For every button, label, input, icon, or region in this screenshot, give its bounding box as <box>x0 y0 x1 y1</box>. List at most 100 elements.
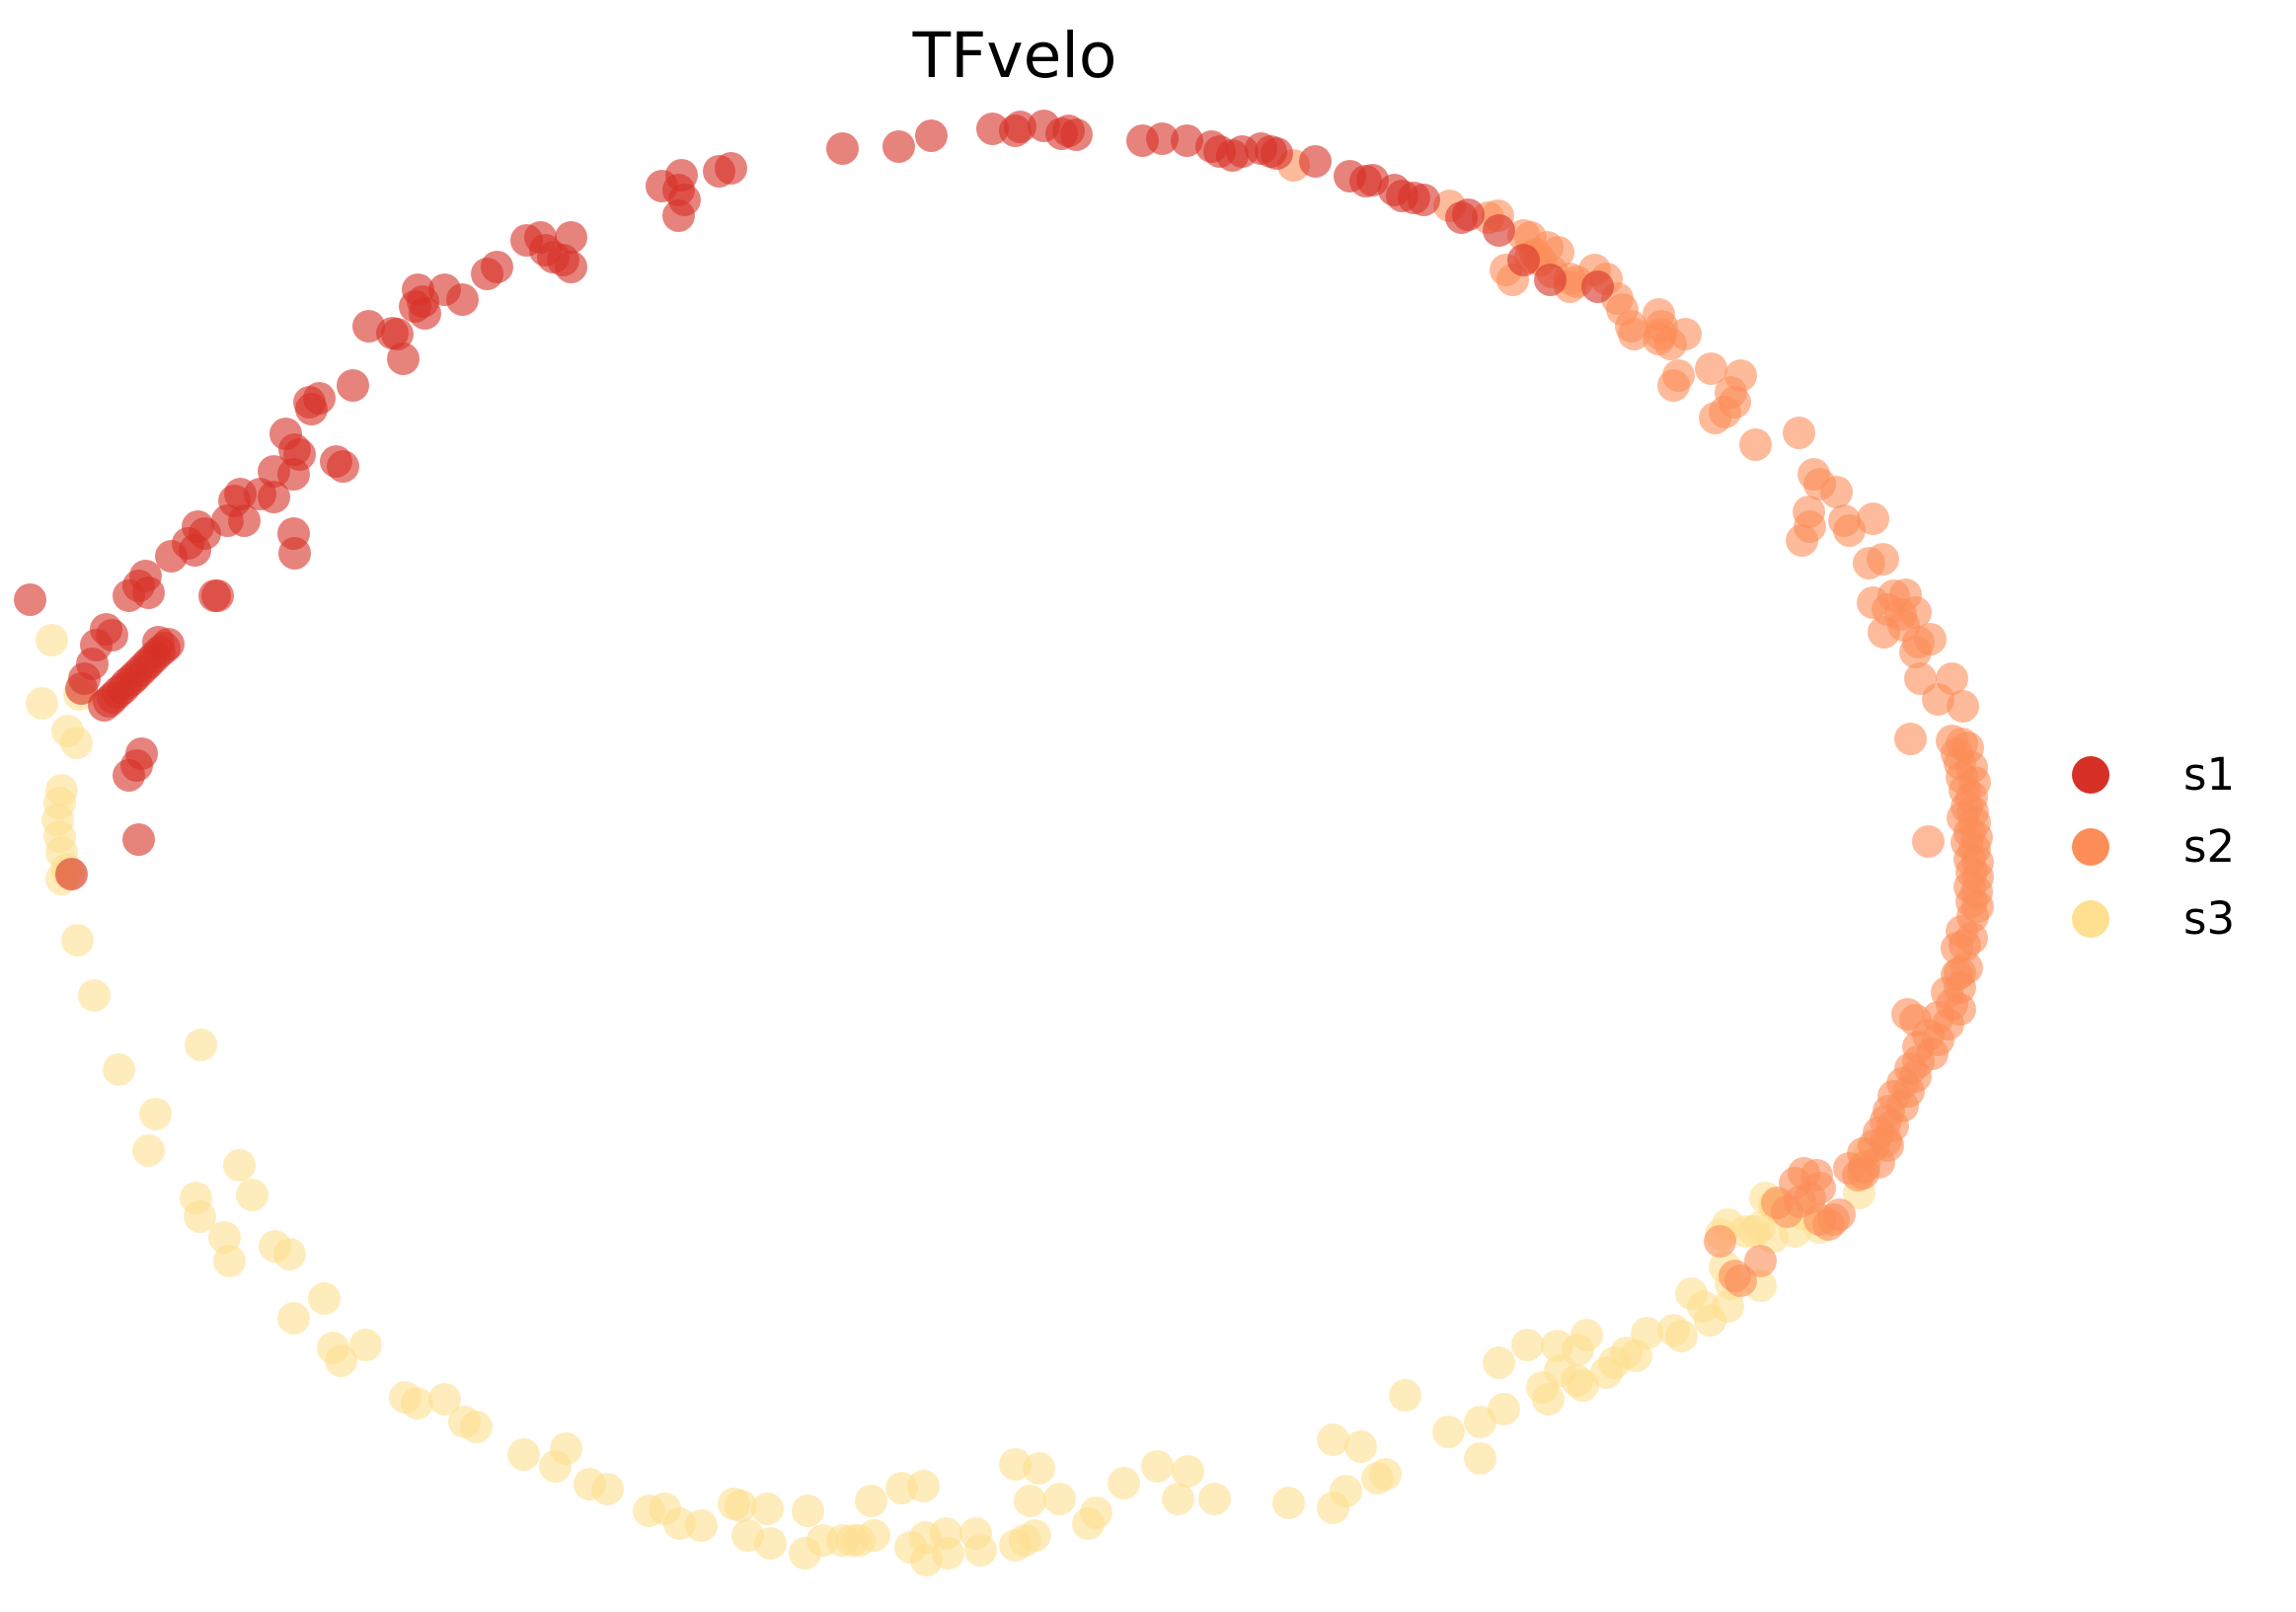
data-point-s1 <box>154 539 188 573</box>
data-point-s1 <box>375 316 409 349</box>
data-point-s3 <box>459 1410 493 1443</box>
data-point-s3 <box>42 819 76 853</box>
data-point-s1 <box>110 666 143 700</box>
data-point-s3 <box>324 1343 357 1377</box>
data-point-s3 <box>998 1447 1032 1481</box>
data-point-s1 <box>664 158 698 192</box>
data-point-s3 <box>40 803 74 836</box>
data-point-s3 <box>1140 1449 1174 1483</box>
data-point-s2 <box>1523 243 1557 276</box>
data-point-s2 <box>1811 1207 1845 1241</box>
legend-marker-s1 <box>2072 756 2109 794</box>
data-point-s2 <box>1770 1194 1803 1228</box>
data-point-s2 <box>1943 746 1976 780</box>
data-point-s1 <box>112 758 145 792</box>
data-point-s1 <box>294 392 328 425</box>
data-point-s2 <box>1661 358 1695 392</box>
data-point-s1 <box>351 309 385 343</box>
data-point-s3 <box>52 857 86 890</box>
data-point-s3 <box>1755 1220 1789 1254</box>
data-point-s3 <box>1802 1210 1836 1244</box>
data-point-s2 <box>1553 269 1586 303</box>
data-point-s1 <box>975 112 1009 145</box>
data-point-s2 <box>1589 262 1623 295</box>
data-point-s2 <box>1783 1185 1816 1218</box>
data-point-s2 <box>1642 297 1675 331</box>
data-point-s1 <box>67 661 101 695</box>
data-point-s1 <box>64 671 98 705</box>
data-point-s2 <box>1869 1123 1902 1157</box>
data-point-s2 <box>1898 635 1932 668</box>
legend-label-s1: s1 <box>2183 748 2236 801</box>
data-point-s1 <box>257 480 290 513</box>
data-point-s3 <box>1757 1188 1791 1221</box>
data-point-s3 <box>1589 1355 1623 1389</box>
data-point-s3 <box>1664 1319 1698 1352</box>
data-point-s3 <box>854 1484 887 1517</box>
data-point-s2 <box>1793 509 1826 543</box>
data-point-s2 <box>1799 1158 1833 1191</box>
data-point-s2 <box>1921 1000 1954 1034</box>
data-point-s1 <box>75 647 109 680</box>
data-point-s1 <box>302 381 336 415</box>
data-point-s3 <box>102 1052 135 1086</box>
data-point-s1 <box>268 417 302 450</box>
data-point-s2 <box>1708 395 1741 428</box>
data-point-s1 <box>276 457 310 491</box>
data-point-s3 <box>316 1331 349 1364</box>
data-point-s2 <box>1553 262 1586 295</box>
data-point-s2 <box>1797 457 1830 491</box>
data-point-s3 <box>857 1518 890 1552</box>
data-point-s3 <box>750 1492 784 1525</box>
data-point-s2 <box>1883 597 1917 631</box>
data-point-s1 <box>536 240 570 273</box>
data-point-s2 <box>1530 230 1564 264</box>
data-point-s3 <box>1686 1289 1720 1323</box>
data-point-s2 <box>1846 1156 1879 1190</box>
data-point-s1 <box>92 684 125 718</box>
data-point-s3 <box>931 1536 964 1570</box>
data-point-s3 <box>62 677 96 711</box>
data-point-s3 <box>538 1449 572 1483</box>
data-point-s1 <box>326 449 359 483</box>
data-point-s1 <box>1059 117 1093 151</box>
data-point-s3 <box>207 1220 241 1254</box>
data-point-s3 <box>1711 1207 1744 1241</box>
data-point-s3 <box>1630 1316 1663 1349</box>
data-point-s3 <box>909 1543 943 1576</box>
data-point-s1 <box>1225 134 1259 168</box>
data-point-s3 <box>1316 1422 1349 1456</box>
data-point-s1 <box>1397 181 1430 214</box>
data-point-s3 <box>35 623 68 656</box>
data-point-s3 <box>1560 1363 1593 1397</box>
data-point-s2 <box>1852 546 1885 579</box>
data-point-s3 <box>662 1506 696 1540</box>
data-point-s3 <box>1171 1454 1204 1488</box>
data-point-s2 <box>1471 200 1504 234</box>
data-point-s2 <box>1778 1166 1811 1199</box>
data-point-s2 <box>1832 513 1866 547</box>
data-point-s1 <box>87 688 120 722</box>
data-point-s3 <box>138 1097 172 1130</box>
data-point-s1 <box>142 635 176 668</box>
data-point-s2 <box>1871 1128 1904 1162</box>
data-point-s2 <box>1718 1259 1751 1292</box>
data-point-s3 <box>632 1494 665 1527</box>
data-point-s3 <box>60 923 94 957</box>
data-point-s1 <box>1215 138 1249 172</box>
data-point-s2 <box>1738 427 1772 461</box>
data-point-s1 <box>115 662 148 696</box>
data-point-s2 <box>1481 198 1514 232</box>
data-point-s3 <box>1569 1318 1603 1351</box>
data-point-s3 <box>1674 1276 1708 1310</box>
data-point-s1 <box>1444 200 1478 234</box>
data-point-s3 <box>1107 1466 1140 1499</box>
data-point-s1 <box>480 250 513 283</box>
data-point-s2 <box>1694 351 1727 385</box>
data-point-s1 <box>118 658 152 692</box>
data-point-s3 <box>884 1471 918 1504</box>
data-point-s2 <box>1506 218 1540 252</box>
data-point-s3 <box>1510 1328 1544 1361</box>
data-point-s2 <box>1668 317 1702 350</box>
